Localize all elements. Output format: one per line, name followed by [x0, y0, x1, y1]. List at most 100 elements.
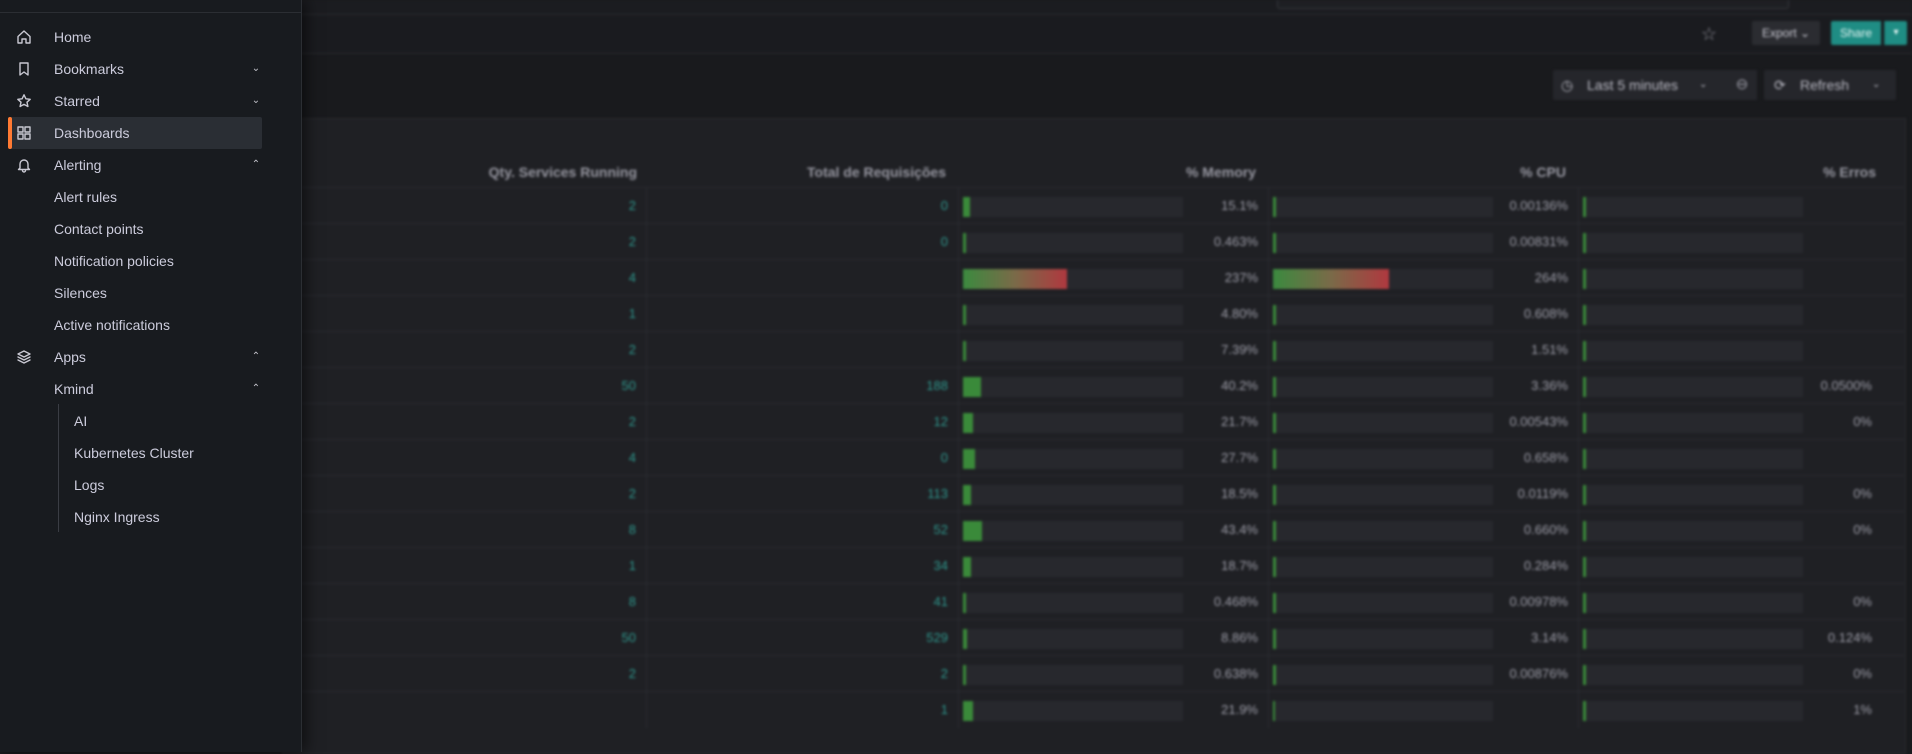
table-row: 1 21.9% 1%	[282, 691, 1904, 728]
memory-gauge	[963, 629, 1183, 649]
cpu-gauge	[1273, 269, 1493, 289]
sidebar-item-kmind[interactable]: Kmind ⌃	[8, 373, 262, 405]
chevron-up-icon[interactable]: ⌃	[251, 383, 261, 394]
chevron-down-icon[interactable]: ⌄	[251, 63, 261, 74]
sidebar-item-ai[interactable]: AI	[74, 413, 88, 429]
column-separator	[646, 692, 647, 728]
time-range-label: Last 5 minutes	[1587, 77, 1679, 93]
errors-gauge	[1583, 233, 1803, 253]
sidebar-item-alerting[interactable]: Alerting ⌃	[8, 149, 262, 181]
errors-cell: 0%	[1853, 666, 1872, 681]
services-cell: 2	[628, 414, 636, 429]
services-cell: 50	[621, 378, 636, 393]
cpu-cell: 3.14%	[1531, 630, 1568, 645]
sidebar-item-silences[interactable]: Silences	[54, 285, 107, 301]
cpu-gauge-fill	[1273, 485, 1276, 505]
sidebar-item-alert-rules[interactable]: Alert rules	[54, 189, 118, 205]
requests-cell: 41	[933, 594, 948, 609]
errors-cell	[1782, 332, 1872, 368]
services-cell: 8	[628, 594, 636, 609]
column-header-errors[interactable]: % Erros	[1823, 164, 1876, 180]
cpu-gauge-fill	[1273, 701, 1275, 721]
column-separator	[1268, 440, 1269, 476]
sidebar-item-logs[interactable]: Logs	[74, 477, 105, 493]
cpu-gauge	[1273, 233, 1493, 253]
table-row: 4 0 27.7% 0.658%	[282, 439, 1904, 476]
memory-cell: 21.9%	[1221, 702, 1258, 717]
column-separator	[1268, 584, 1269, 620]
cpu-gauge	[1273, 521, 1493, 541]
cpu-gauge-fill	[1273, 449, 1276, 469]
table-row: 2 12 21.7% 0.00543% 0%	[282, 403, 1904, 440]
chevron-up-icon[interactable]: ⌃	[251, 159, 261, 170]
cpu-cell: 0.00831%	[1509, 234, 1568, 249]
memory-gauge	[963, 233, 1183, 253]
sidebar-item-starred[interactable]: Starred ⌄	[8, 85, 262, 117]
time-range-picker[interactable]: ◷ Last 5 minutes ⌄	[1553, 70, 1735, 100]
dashboards-icon	[17, 126, 31, 140]
share-dropdown-chevron-icon[interactable]: ▾	[1884, 21, 1907, 45]
memory-gauge	[963, 269, 1183, 289]
table-row: 1 34 18.7% 0.284%	[282, 547, 1904, 584]
home-icon	[17, 30, 31, 44]
refresh-button[interactable]: ⟳ Refresh ⌄	[1764, 70, 1896, 100]
column-separator	[958, 656, 959, 692]
column-header-requests[interactable]: Total de Requisições	[807, 164, 946, 180]
sidebar-item-home[interactable]: Home	[8, 21, 262, 53]
share-button[interactable]: Share	[1831, 21, 1882, 45]
chevron-up-icon[interactable]: ⌃	[251, 351, 261, 362]
table-row: 2 7.39% 1.51%	[282, 331, 1904, 368]
column-header-cpu[interactable]: % CPU	[1520, 164, 1566, 180]
column-separator	[1578, 584, 1579, 620]
services-cell: 8	[628, 522, 636, 537]
sidebar-item-dashboards[interactable]: Dashboards	[8, 117, 262, 149]
column-separator	[646, 656, 647, 692]
cpu-cell: 0.660%	[1523, 522, 1568, 537]
cpu-gauge-fill	[1273, 269, 1390, 289]
sidebar-item-notification-policies[interactable]: Notification policies	[54, 253, 174, 269]
column-separator	[1268, 404, 1269, 440]
star-dashboard-icon[interactable]: ☆	[1700, 24, 1718, 44]
column-separator	[1578, 476, 1579, 512]
requests-cell: 529	[926, 630, 948, 645]
sidebar-item-active-notifications[interactable]: Active notifications	[54, 317, 170, 333]
column-separator	[1578, 224, 1579, 260]
sidebar-item-bookmarks[interactable]: Bookmarks ⌄	[8, 53, 262, 85]
sidebar-item-label: Alerting	[54, 157, 102, 173]
zoom-out-icon[interactable]: ⊖	[1727, 70, 1757, 100]
chevron-down-icon[interactable]: ⌄	[251, 95, 261, 106]
sidebar-item-kubernetes-cluster[interactable]: Kubernetes Cluster	[74, 445, 194, 461]
memory-gauge	[963, 521, 1183, 541]
errors-gauge-fill	[1583, 233, 1586, 253]
memory-cell: 8.86%	[1221, 630, 1258, 645]
sidebar-item-apps[interactable]: Apps ⌃	[8, 341, 262, 373]
search-box[interactable]	[1277, 0, 1789, 9]
cpu-gauge-fill	[1273, 665, 1276, 685]
column-header-services[interactable]: Qty. Services Running	[488, 164, 637, 180]
navigation-sidebar: Home Bookmarks ⌄ Starred ⌄ Dashboards Al…	[0, 0, 302, 752]
column-separator	[646, 404, 647, 440]
layers-icon	[17, 350, 31, 364]
column-separator	[958, 548, 959, 584]
column-header-memory[interactable]: % Memory	[1185, 164, 1256, 180]
memory-cell: 43.4%	[1221, 522, 1258, 537]
errors-cell: 0%	[1853, 414, 1872, 429]
cpu-cell: 0.284%	[1523, 558, 1568, 573]
cpu-gauge	[1273, 701, 1493, 721]
column-separator	[646, 584, 647, 620]
memory-gauge-fill	[963, 521, 983, 541]
requests-cell	[662, 296, 948, 332]
sidebar-item-contact-points[interactable]: Contact points	[54, 221, 144, 237]
cpu-cell	[1482, 692, 1568, 728]
sidebar-item-nginx-ingress[interactable]: Nginx Ingress	[74, 509, 160, 525]
export-button[interactable]: Export ⌄	[1752, 21, 1821, 45]
column-separator	[646, 440, 647, 476]
cpu-gauge	[1273, 305, 1493, 325]
errors-gauge-fill	[1583, 701, 1586, 721]
errors-gauge-fill	[1583, 341, 1586, 361]
errors-gauge	[1583, 629, 1803, 649]
requests-cell: 0	[940, 450, 948, 465]
requests-cell: 0	[940, 198, 948, 213]
errors-gauge-fill	[1583, 377, 1586, 397]
sidebar-item-label: Dashboards	[54, 125, 130, 141]
